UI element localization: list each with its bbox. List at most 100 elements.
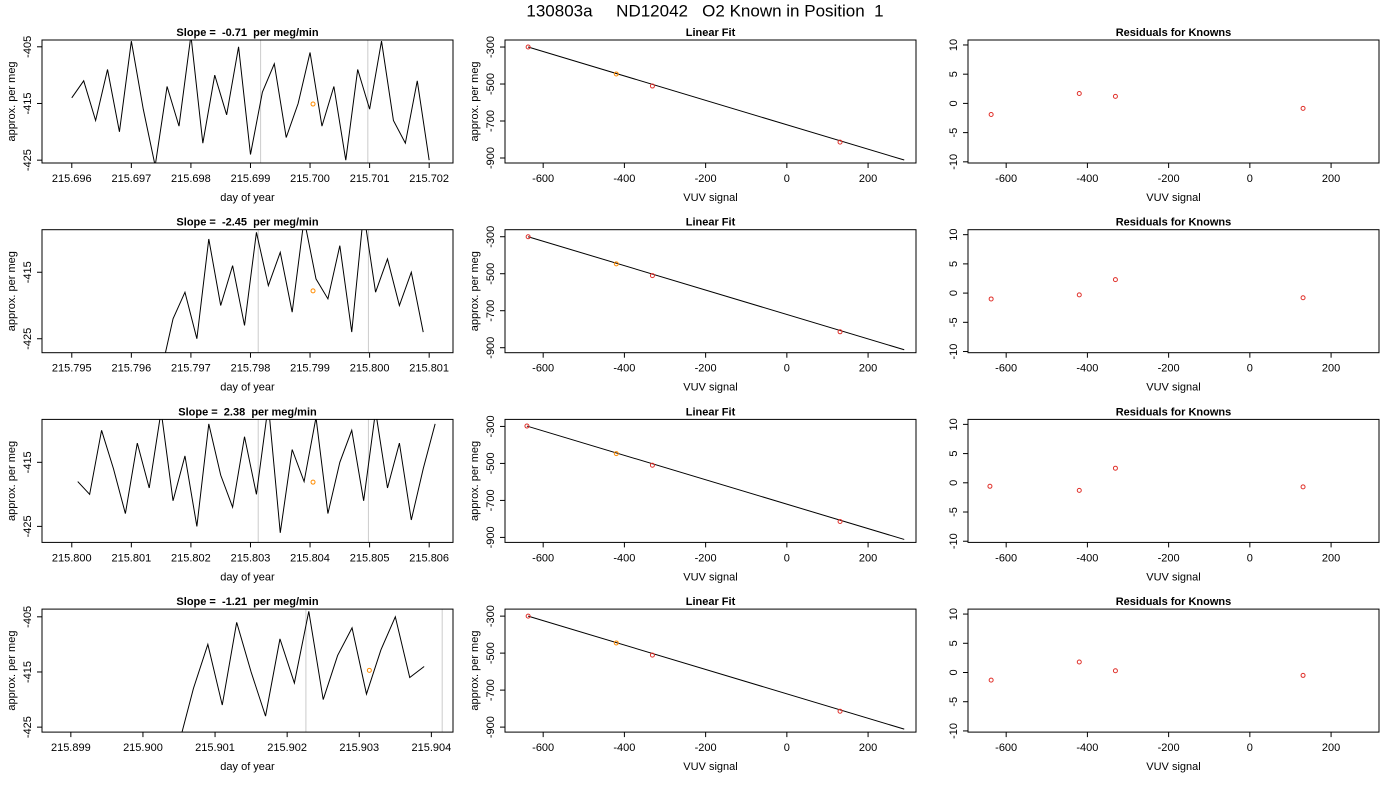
data-point	[649, 83, 655, 89]
plot-area	[525, 44, 905, 161]
panel-title: Residuals for Knowns	[1116, 27, 1232, 39]
x-tick-label: -600	[995, 742, 1017, 754]
y-axis-label: approx. per meg	[469, 61, 481, 141]
x-tick-label: 0	[784, 552, 790, 564]
y-tick-label: -405	[22, 36, 34, 58]
x-tick-label: 215.700	[290, 173, 330, 185]
panel: Linear Fit VUV signal approx. per meg -600 -…	[469, 217, 917, 394]
x-tick-label: 215.804	[290, 552, 330, 564]
y-tick-label: -425	[22, 149, 34, 171]
data-point	[1076, 487, 1082, 493]
data-point	[613, 71, 619, 77]
data-point	[988, 677, 994, 683]
x-axis-label: VUV signal	[1146, 192, 1200, 204]
panel: Slope = 2.38 per meg/min day of year appro…	[6, 406, 454, 583]
plot-area	[988, 90, 1306, 118]
panel: Residuals for Knowns VUV signal -600 -400 -2…	[948, 217, 1380, 394]
data-line	[528, 615, 905, 730]
data-point	[837, 139, 843, 145]
panel-title: Linear Fit	[686, 217, 736, 229]
y-axis-label: approx. per meg	[6, 61, 18, 141]
y-tick-label: -405	[22, 606, 34, 628]
data-point	[837, 518, 843, 524]
y-tick-label: 5	[948, 451, 960, 457]
y-tick-label: 10	[948, 39, 960, 51]
x-tick-label: 215.698	[171, 173, 211, 185]
x-tick-label: 215.900	[123, 742, 163, 754]
x-tick-label: 215.697	[111, 173, 151, 185]
y-axis-label: approx. per meg	[469, 631, 481, 711]
plot-frame	[41, 39, 454, 164]
x-tick-label: 200	[1322, 173, 1340, 185]
x-axis-label: VUV signal	[683, 761, 737, 773]
y-tick-label: -5	[948, 128, 960, 138]
plot-frame	[504, 39, 917, 164]
x-tick-label: 215.800	[52, 552, 92, 564]
data-line	[77, 419, 436, 533]
plot-frame	[41, 608, 454, 733]
x-tick-label: 200	[1322, 552, 1340, 564]
data-point	[525, 44, 531, 50]
x-tick-label: -600	[532, 363, 554, 375]
y-tick-label: 0	[948, 100, 960, 106]
x-axis-label: day of year	[220, 571, 275, 583]
data-point	[837, 708, 843, 714]
y-tick-label: -10	[948, 533, 960, 549]
data-point	[1300, 484, 1306, 490]
panel-title: Residuals for Knowns	[1116, 596, 1232, 608]
x-tick-label: -400	[1076, 363, 1098, 375]
panel-title: Linear Fit	[686, 406, 736, 418]
x-tick-label: -400	[613, 173, 635, 185]
x-tick-label: 215.696	[52, 173, 92, 185]
panel-title: Residuals for Knowns	[1116, 217, 1232, 229]
x-tick-label: 215.801	[111, 552, 151, 564]
plot-area	[525, 613, 905, 730]
y-tick-label: -900	[485, 147, 497, 169]
x-tick-label: 215.902	[267, 742, 307, 754]
plot-area	[988, 277, 1306, 302]
x-tick-label: -200	[695, 552, 717, 564]
data-point	[524, 423, 530, 429]
panel: Slope = -0.71 per meg/min day of year appr…	[6, 27, 454, 204]
plot-area	[524, 423, 905, 540]
data-point	[1076, 90, 1082, 96]
y-tick-label: -425	[22, 328, 34, 350]
x-tick-label: -200	[695, 173, 717, 185]
plot-frame	[967, 608, 1380, 733]
x-axis-label: VUV signal	[1146, 571, 1200, 583]
x-tick-label: 200	[859, 363, 877, 375]
x-tick-label: 215.904	[411, 742, 451, 754]
y-tick-label: 0	[948, 669, 960, 675]
y-tick-label: -300	[485, 226, 497, 248]
y-tick-label: 10	[948, 608, 960, 620]
x-tick-label: -600	[995, 552, 1017, 564]
panel: Linear Fit VUV signal approx. per meg -600 -…	[469, 596, 917, 773]
plot-frame	[41, 229, 454, 354]
data-point	[310, 101, 316, 107]
y-tick-label: 10	[948, 229, 960, 241]
data-line	[528, 236, 905, 351]
x-tick-label: -200	[1158, 363, 1180, 375]
x-tick-label: -600	[995, 363, 1017, 375]
y-tick-label: -5	[948, 697, 960, 707]
x-tick-label: 215.801	[409, 363, 449, 375]
plot-area	[988, 659, 1306, 683]
x-tick-label: 215.901	[195, 742, 235, 754]
plot-area	[164, 229, 424, 353]
x-tick-label: -400	[613, 552, 635, 564]
plot-frame	[967, 39, 1380, 164]
data-point	[1076, 659, 1082, 665]
y-tick-label: 5	[948, 640, 960, 646]
plot-frame	[504, 418, 917, 543]
data-point	[1112, 277, 1118, 283]
y-tick-label: -425	[22, 716, 34, 738]
data-point	[649, 273, 655, 279]
x-tick-label: -400	[1076, 742, 1098, 754]
y-tick-label: -415	[22, 92, 34, 114]
x-tick-label: -600	[532, 742, 554, 754]
data-line	[71, 40, 430, 163]
x-tick-label: 215.903	[339, 742, 379, 754]
x-axis-label: day of year	[220, 761, 275, 773]
x-tick-label: 0	[784, 742, 790, 754]
plot-frame	[504, 229, 917, 354]
